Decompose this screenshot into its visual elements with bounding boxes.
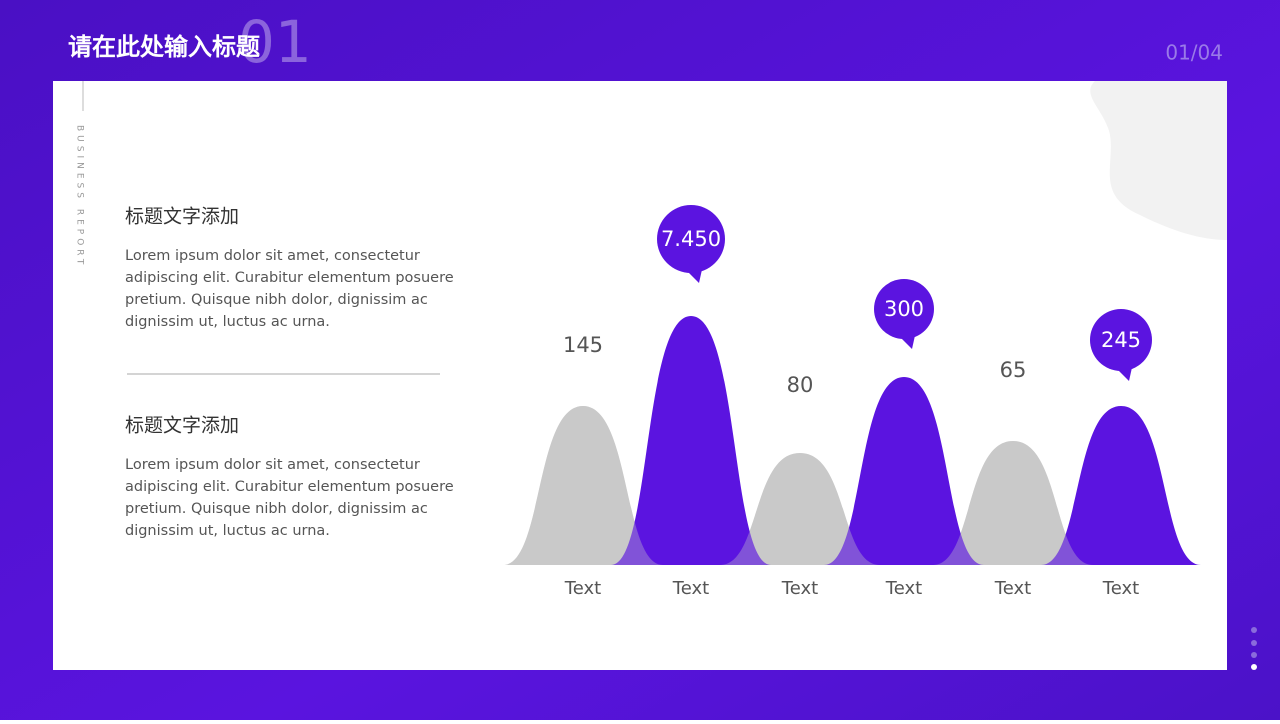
peak-chart: 145 Text 7.450 Text 80 Text 300 Text 65 Text 245 Te… [503,205,1201,599]
card [53,81,1227,670]
section-body-line: Lorem ipsum dolor sit amet, consectetur [125,457,420,473]
peak-label: 65 [1000,358,1027,382]
dot [1251,652,1257,658]
section-body-line: dignissim ut, luctus ac urna. [125,314,330,330]
nav-dots [1251,627,1257,670]
peak-label: 80 [787,373,814,397]
peak-gray [933,441,1093,565]
page-number: 01/04 [1165,41,1223,65]
peak-purple [611,316,771,565]
slide-number: 01 [238,8,312,76]
dot [1251,627,1257,633]
side-label: BUSINESS REPORT [75,125,85,268]
section-body-line: adipiscing elit. Curabitur elementum pos… [125,479,454,495]
section-heading: 标题文字添加 [125,415,239,437]
bubble [1090,309,1152,371]
peak-purple [824,377,984,565]
peak-gray [720,453,880,565]
peak-overlay [503,406,663,565]
peak-label: 145 [563,333,603,357]
section-body-line: Lorem ipsum dolor sit amet, consectetur [125,248,420,264]
section-body-line: adipiscing elit. Curabitur elementum pos… [125,270,454,286]
section-body-line: pretium. Quisque nibh dolor, dignissim a… [125,501,428,517]
section-body-line: dignissim ut, luctus ac urna. [125,523,330,539]
category-label: Text [994,578,1031,599]
peak-label: 245 [1101,328,1141,352]
peak-label: 300 [884,297,924,321]
peak-label: 7.450 [661,227,721,251]
category-label: Text [885,578,922,599]
bubble [657,205,725,273]
category-label: Text [1102,578,1139,599]
dot [1251,640,1257,646]
peak-overlay [720,453,880,565]
peak-overlay [933,441,1093,565]
category-label: Text [781,578,818,599]
dot [1251,664,1257,670]
decor-blob [1090,81,1227,240]
section-body-line: pretium. Quisque nibh dolor, dignissim a… [125,292,428,308]
bubble [874,279,934,339]
text-sections: 标题文字添加 Lorem ipsum dolor sit amet, consec… [125,206,454,540]
slide-title: 请在此处输入标题 [68,33,260,61]
peak-purple [1041,406,1201,565]
category-label: Text [564,578,601,599]
section-heading: 标题文字添加 [125,206,239,228]
category-label: Text [672,578,709,599]
peak-gray [503,406,663,565]
